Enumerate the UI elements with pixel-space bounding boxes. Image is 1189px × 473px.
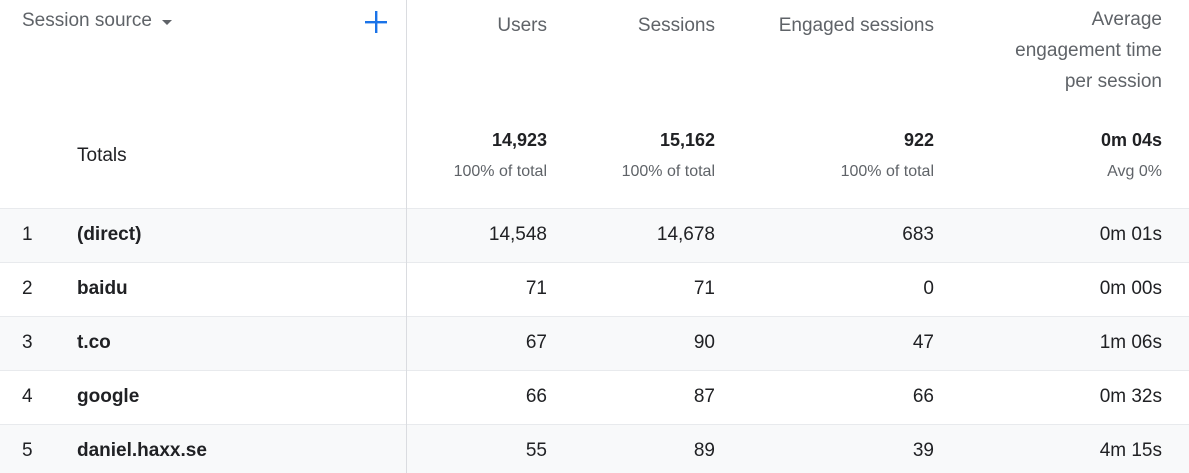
row-avg: 0m 32s: [1099, 386, 1162, 407]
row-source: baidu: [77, 278, 128, 299]
totals-sessions-pct: 100% of total: [621, 163, 715, 180]
plus-icon: [365, 11, 387, 33]
avg-engagement-column-header[interactable]: Average engagement time per session: [1015, 4, 1162, 97]
row-engaged: 47: [912, 332, 934, 353]
row-index: 2: [22, 278, 33, 299]
column-divider[interactable]: [406, 0, 407, 473]
row-users: 55: [525, 440, 547, 461]
totals-users: 14,923 100% of total: [454, 0, 547, 181]
row-avg: 4m 15s: [1099, 440, 1162, 461]
table-row[interactable]: 4 google 66 87 66 0m 32s: [0, 371, 1189, 425]
row-users: 67: [525, 332, 547, 353]
totals-users-value: 14,923: [491, 130, 547, 150]
row-engaged: 39: [912, 440, 934, 461]
table-row[interactable]: 3 t.co 67 90 47 1m 06s: [0, 317, 1189, 371]
row-users: 71: [525, 278, 547, 299]
totals-engaged-pct: 100% of total: [840, 163, 934, 180]
row-engaged: 0: [923, 278, 934, 299]
totals-sessions: 15,162 100% of total: [622, 0, 715, 181]
avg-header-line1: Average: [1091, 9, 1162, 30]
row-sessions: 14,678: [656, 224, 715, 245]
sessions-header-label: Sessions: [637, 15, 715, 36]
row-index: 5: [22, 440, 33, 461]
users-column-header[interactable]: Users: [497, 10, 547, 41]
row-source: (direct): [77, 224, 142, 245]
sessions-column-header[interactable]: Sessions: [638, 10, 715, 41]
totals-users-pct: 100% of total: [453, 163, 547, 180]
row-source: t.co: [77, 332, 111, 353]
table-row[interactable]: 2 baidu 71 71 0 0m 00s: [0, 263, 1189, 317]
add-dimension-button[interactable]: [362, 8, 390, 36]
table-row[interactable]: 1 (direct) 14,548 14,678 683 0m 01s: [0, 209, 1189, 263]
row-index: 1: [22, 224, 33, 245]
avg-header-line3: per session: [1064, 71, 1162, 92]
session-source-label: Session source: [22, 10, 152, 31]
row-users: 66: [525, 386, 547, 407]
totals-avg-pct: Avg 0%: [1107, 163, 1162, 180]
avg-header-line2: engagement time: [1015, 40, 1162, 61]
table-row[interactable]: 5 daniel.haxx.se 55 89 39 4m 15s: [0, 425, 1189, 473]
caret-down-icon: [161, 19, 172, 25]
row-users: 14,548: [488, 224, 547, 245]
row-sessions: 71: [693, 278, 715, 299]
row-index: 4: [22, 386, 33, 407]
totals-avg: 0m 04s Avg 0%: [1101, 0, 1162, 181]
row-avg: 0m 01s: [1099, 224, 1162, 245]
row-source: google: [77, 386, 140, 407]
row-index: 3: [22, 332, 33, 353]
totals-sessions-value: 15,162: [659, 130, 715, 150]
row-avg: 1m 06s: [1099, 332, 1162, 353]
row-engaged: 683: [902, 224, 934, 245]
row-sessions: 87: [693, 386, 715, 407]
row-sessions: 90: [693, 332, 715, 353]
totals-avg-value: 0m 04s: [1100, 130, 1162, 150]
row-engaged: 66: [912, 386, 934, 407]
users-header-label: Users: [497, 15, 547, 36]
session-source-dimension-dropdown[interactable]: Session source: [22, 10, 172, 32]
totals-engaged-value: 922: [903, 130, 934, 150]
row-avg: 0m 00s: [1099, 278, 1162, 299]
row-sessions: 89: [693, 440, 715, 461]
engaged-sessions-header-label: Engaged sessions: [778, 15, 934, 36]
table-header: Session source Users Sessions Engaged se…: [0, 0, 1189, 209]
totals-engaged: 922 100% of total: [841, 0, 934, 181]
totals-label: Totals: [77, 145, 127, 166]
row-source: daniel.haxx.se: [77, 440, 207, 461]
engaged-sessions-column-header[interactable]: Engaged sessions: [779, 10, 934, 41]
